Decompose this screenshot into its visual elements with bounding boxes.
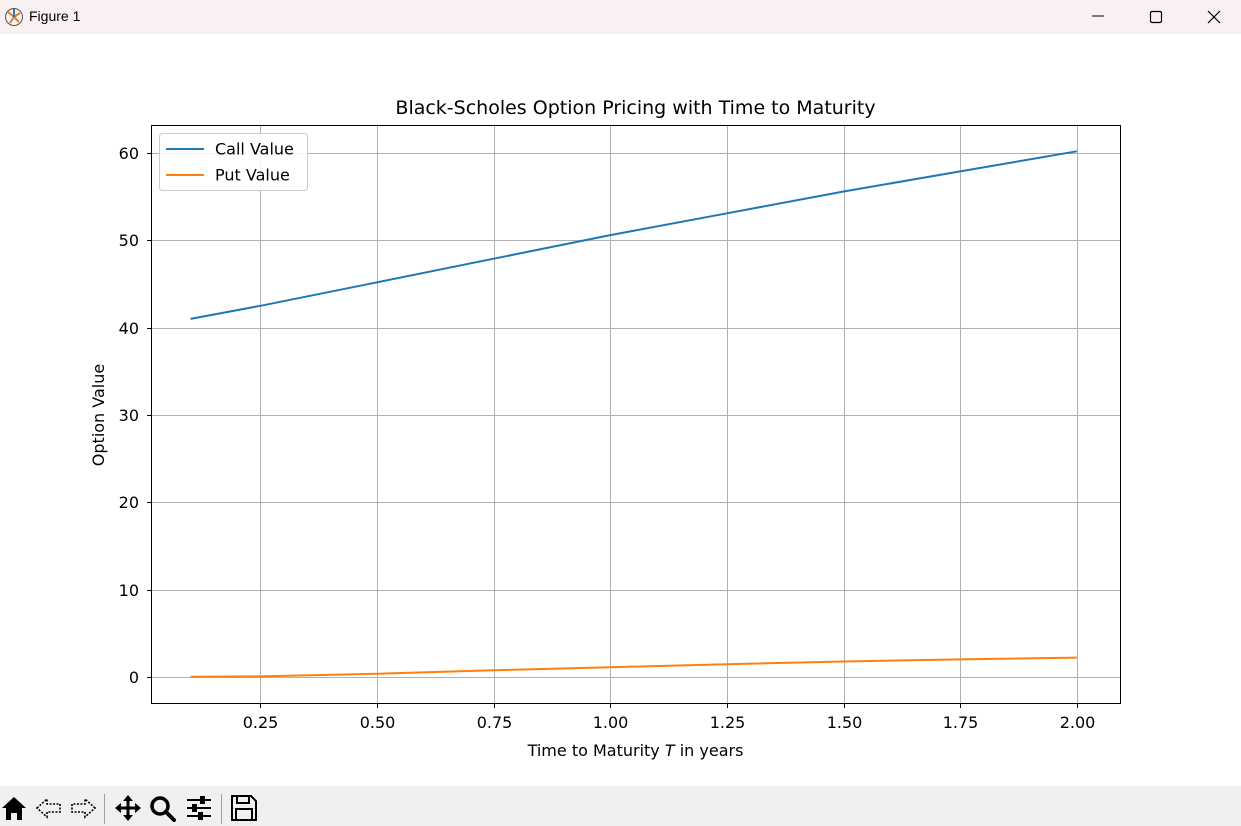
y-tick-label: 30	[119, 406, 139, 425]
figure-canvas[interactable]: 0.25 0.50 0.75 1.00 1.25 1.50 1.75 2.00 0 10 20 30 4…	[0, 34, 1241, 786]
axes-frame	[151, 125, 1121, 704]
save-button[interactable]	[229, 794, 259, 822]
navigation-toolbar	[0, 786, 1241, 826]
app-icon	[5, 8, 23, 26]
x-tick-label: 0.75	[477, 713, 513, 732]
chart: 0.25 0.50 0.75 1.00 1.25 1.50 1.75 2.00 0 10 20 30 4…	[89, 97, 1121, 760]
x-tick-label: 1.25	[710, 713, 746, 732]
maximize-button[interactable]	[1127, 0, 1185, 34]
maximize-icon	[1149, 10, 1163, 24]
legend: Call Value Put Value	[159, 133, 308, 191]
x-axis-label: Time to Maturity T in years	[527, 741, 744, 760]
close-icon	[1207, 10, 1221, 24]
toolbar-separator	[104, 794, 105, 824]
legend-label-call: Call Value	[215, 140, 294, 159]
close-button[interactable]	[1185, 0, 1241, 34]
x-tick-label: 1.00	[593, 713, 629, 732]
pan-icon	[115, 795, 141, 821]
home-button[interactable]	[0, 794, 30, 822]
y-axis-label: Option Value	[89, 364, 108, 466]
x-tick-label: 1.75	[943, 713, 979, 732]
y-tick-label: 60	[119, 144, 139, 163]
zoom-button[interactable]	[148, 794, 178, 822]
x-tick-label: 0.50	[360, 713, 396, 732]
grid	[152, 126, 1120, 703]
toolbar-separator	[221, 794, 222, 824]
series-line-call	[190, 150, 1077, 320]
back-icon	[35, 797, 61, 819]
x-tick-label: 1.50	[827, 713, 863, 732]
zoom-icon	[150, 796, 176, 822]
y-tick-label: 20	[119, 493, 139, 512]
legend-label-put: Put Value	[215, 166, 290, 185]
forward-button[interactable]	[68, 794, 98, 822]
configure-subplots-icon	[187, 796, 211, 820]
ticks: 0.25 0.50 0.75 1.00 1.25 1.50 1.75 2.00 0 10 20 30 4…	[119, 144, 1096, 732]
y-tick-label: 40	[119, 319, 139, 338]
back-button[interactable]	[34, 794, 64, 822]
minimize-icon	[1092, 15, 1104, 17]
pan-button[interactable]	[113, 794, 143, 822]
series-line-put	[190, 656, 1077, 678]
home-icon	[2, 797, 26, 820]
series-lines	[190, 150, 1077, 678]
y-tick-label: 50	[119, 231, 139, 250]
window-title: Figure 1	[29, 8, 81, 24]
minimize-button[interactable]	[1069, 0, 1127, 34]
y-tick-label: 10	[119, 581, 139, 600]
x-tick-label: 2.00	[1060, 713, 1096, 732]
configure-subplots-button[interactable]	[184, 794, 214, 822]
y-tick-label: 0	[129, 668, 139, 687]
forward-icon	[71, 797, 97, 819]
chart-title: Black-Scholes Option Pricing with Time t…	[395, 97, 875, 119]
window-titlebar: Figure 1	[0, 0, 1241, 34]
legend-box	[159, 133, 308, 191]
save-icon	[231, 795, 257, 821]
x-tick-label: 0.25	[243, 713, 279, 732]
